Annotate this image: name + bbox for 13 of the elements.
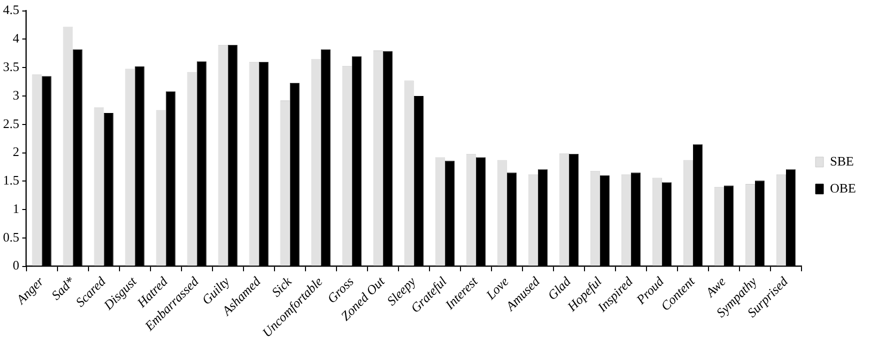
y-tick-label: 2.5 xyxy=(3,116,20,131)
y-tick-label: 4.5 xyxy=(3,2,20,18)
legend-label: OBE xyxy=(830,180,856,196)
legend-label: SBE xyxy=(830,153,854,168)
y-tick-label: 1 xyxy=(12,200,20,216)
y-tick-label: 3 xyxy=(12,87,20,102)
y-tick-label: 2 xyxy=(12,144,20,160)
y-tick-label: 4 xyxy=(12,30,20,46)
y-tick-label: 3.5 xyxy=(3,59,20,74)
y-tick-label: 0 xyxy=(12,258,20,273)
x-tick-label: Love xyxy=(482,274,512,303)
y-tick-label: 0.5 xyxy=(3,229,20,244)
y-tick-label: 1.5 xyxy=(3,172,20,188)
